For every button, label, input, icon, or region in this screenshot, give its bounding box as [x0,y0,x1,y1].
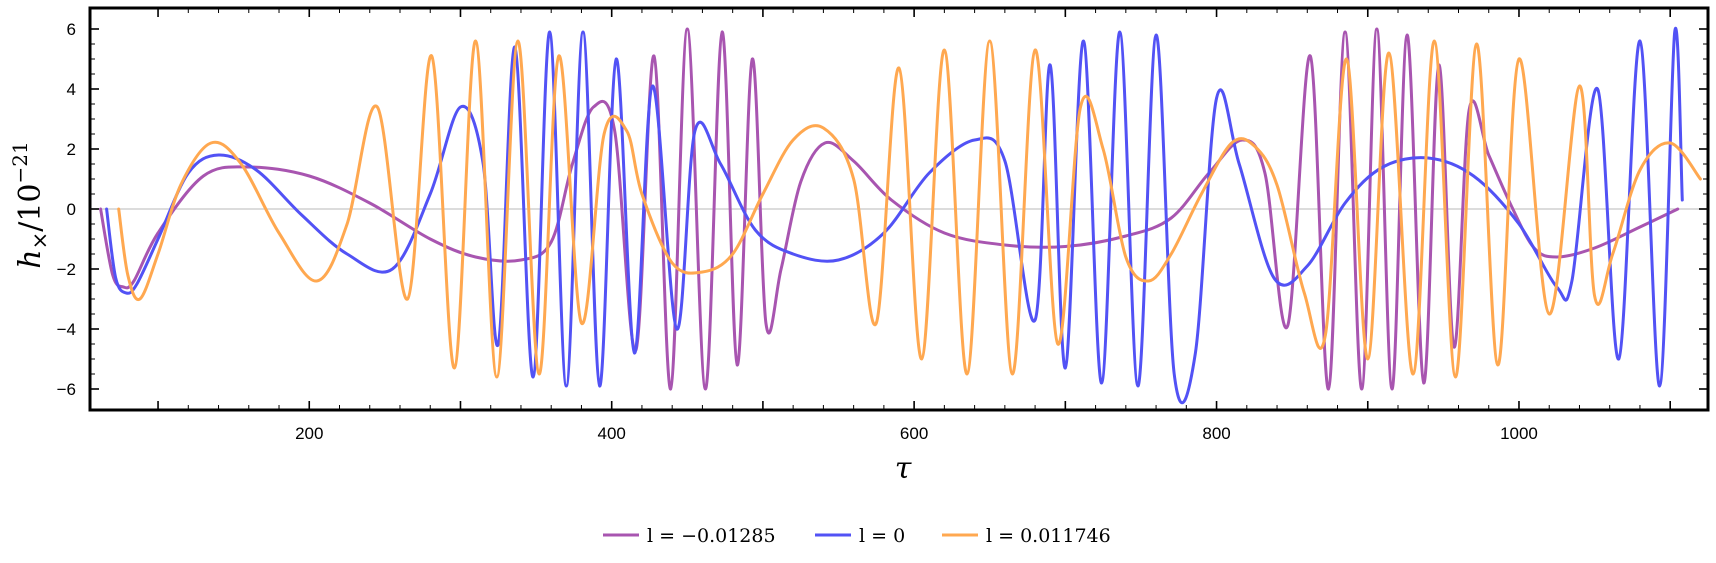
y-tick-label: −2 [57,260,76,279]
legend-label-3: l = 0.011746 [986,525,1111,547]
x-tick-label: 200 [295,424,323,443]
series-line-3 [117,39,1702,379]
y-axis-title-exponent: −21 [8,141,32,183]
y-tick-label: 6 [67,20,76,39]
x-tick-label: 400 [598,424,626,443]
legend: l = −0.01285 l = 0 l = 0.011746 [603,525,1111,547]
y-axis-title-sub: × [28,232,52,250]
legend-label-1: l = −0.01285 [647,525,776,547]
axis-ticks [90,8,1708,410]
y-tick-label: 4 [67,80,76,99]
y-axis-title-text: h×/10−21 [8,141,52,268]
x-axis-title: τ [895,451,912,486]
y-tick-label: 2 [67,140,76,159]
y-tick-label: 0 [67,200,76,219]
x-tick-label: 800 [1202,424,1230,443]
y-tick-label: −4 [57,320,76,339]
x-tick-label: 600 [900,424,928,443]
x-tick-label: 1000 [1500,424,1538,443]
series-line-2 [105,26,1684,405]
series-line-1 [99,27,1680,391]
y-tick-label: −6 [57,380,76,399]
y-axis-title-denominator: /10 [13,184,48,232]
tick-labels: 200 400 600 800 1000 −6 −4 −2 0 2 4 6 [57,20,1538,443]
series-lines [99,26,1702,405]
legend-label-2: l = 0 [859,525,905,547]
y-axis-title-main: h [13,249,48,268]
y-axis-title: h×/10−21 [8,141,52,268]
